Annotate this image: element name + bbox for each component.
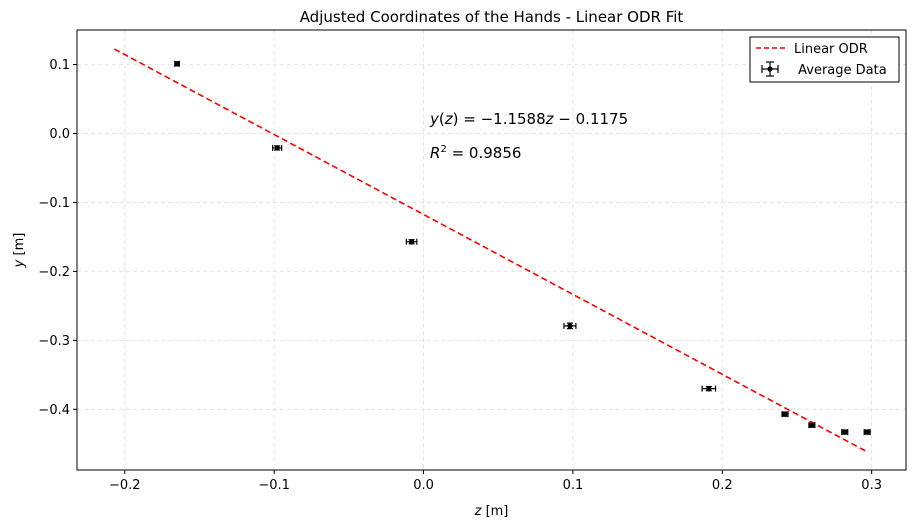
data-point	[841, 429, 849, 436]
x-axis-ticks: −0.2 −0.1 0.0 0.1 0.2 0.3	[109, 470, 882, 493]
y-tick-label: 0.0	[49, 127, 70, 142]
legend-box	[749, 36, 900, 83]
data-marker	[864, 429, 870, 435]
x-axis-label: z [m]	[474, 504, 509, 519]
data-point	[701, 385, 717, 392]
data-marker	[174, 61, 180, 67]
data-marker	[842, 429, 848, 435]
plot-frame	[76, 29, 907, 471]
legend-label-linear-odr: Linear ODR	[794, 42, 868, 57]
y-axis-ticks: 0.1 0.0 −0.1 −0.2 −0.3 −0.4	[38, 58, 77, 418]
data-point	[808, 422, 816, 429]
x-tick-label: 0.2	[712, 478, 733, 493]
y-axis-label-var: y	[12, 259, 27, 268]
grid	[77, 30, 906, 470]
r-squared: R2 = 0.9856	[430, 144, 521, 162]
y-axis-label: y [m]	[12, 233, 27, 269]
data-points-layer	[174, 60, 871, 436]
fit-equation: y(z) = −1.1588z − 0.1175	[429, 110, 628, 128]
data-point	[272, 144, 283, 151]
legend: Linear ODR Average Data	[749, 36, 900, 83]
x-tick-label: 0.3	[861, 478, 882, 493]
data-point	[863, 429, 871, 436]
y-tick-label: −0.3	[38, 334, 70, 349]
legend-label-average-data: Average Data	[794, 63, 887, 78]
x-tick-label: −0.1	[258, 478, 290, 493]
y-tick-label: −0.4	[38, 403, 70, 418]
fit-equation-text: −1.1588z − 0.1175	[481, 110, 629, 128]
data-point	[563, 322, 577, 330]
y-tick-label: −0.2	[38, 265, 70, 280]
data-point	[405, 238, 418, 245]
data-marker	[408, 239, 415, 245]
data-marker	[809, 422, 815, 428]
data-point	[781, 411, 789, 418]
chart-title: Adjusted Coordinates of the Hands - Line…	[300, 8, 684, 26]
data-marker	[782, 411, 788, 417]
data-marker	[706, 386, 712, 392]
x-tick-label: −0.2	[109, 478, 141, 493]
y-tick-label: −0.1	[38, 196, 70, 211]
y-tick-label: 0.1	[49, 58, 70, 73]
data-marker	[567, 323, 573, 329]
data-marker	[274, 145, 280, 151]
x-axis-label-unit: [m]	[481, 504, 508, 519]
data-point	[174, 60, 181, 67]
x-tick-label: 0.0	[413, 478, 434, 493]
x-axis-label-var: z	[474, 504, 483, 519]
legend-swatch-average-data	[761, 61, 779, 77]
x-tick-label: 0.1	[563, 478, 584, 493]
y-axis-label-unit: [m]	[12, 233, 27, 260]
